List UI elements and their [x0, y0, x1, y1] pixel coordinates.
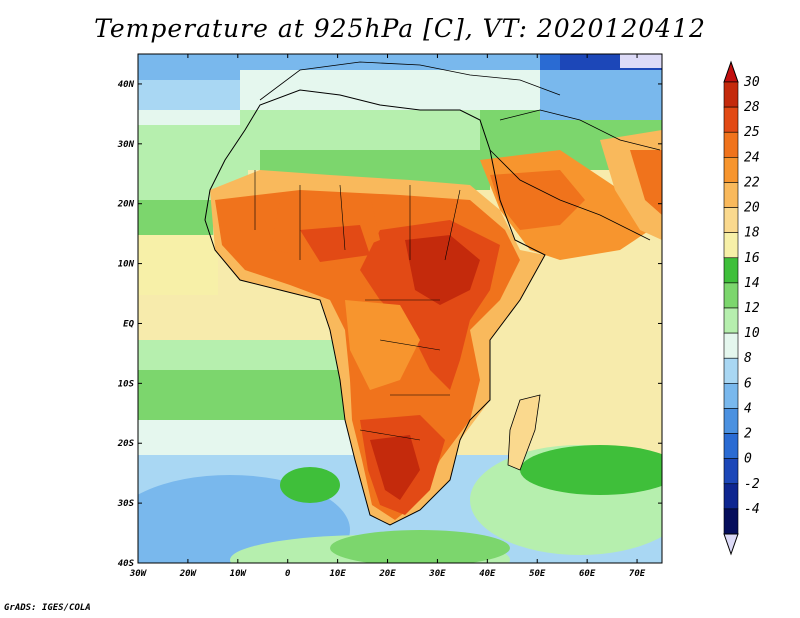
colorbar-swatch [723, 157, 739, 183]
lat-tick-label: 10N [118, 260, 135, 270]
colorbar-label: 20 [744, 201, 760, 216]
colorbar-swatch [723, 307, 739, 334]
colorbar-label: 0 [744, 452, 752, 467]
colorbar-label: 2 [744, 427, 752, 442]
map-frame [137, 53, 663, 564]
colorbar-swatch [723, 408, 739, 434]
lon-tick-label: 10E [329, 569, 346, 579]
colorbar-label: 8 [744, 351, 752, 366]
lon-tick-label: 50E [529, 569, 546, 579]
colorbar-label: -2 [744, 477, 760, 492]
latitude-axis: 40S 30S 20S 10S EQ 10N 20N 30N 40N [117, 80, 662, 569]
grads-credit: GrADS: IGES/COLA [4, 603, 91, 613]
colorbar-overflow-low [723, 533, 739, 556]
colorbar-label: 4 [744, 401, 752, 416]
colorbar-label: 10 [744, 326, 760, 341]
lat-tick-label: 40S [118, 559, 135, 569]
lat-tick-label: 40N [118, 80, 135, 90]
lat-tick-label: 20S [117, 439, 135, 449]
colorbar-label: 18 [744, 226, 760, 241]
colorbar-swatch [723, 357, 739, 384]
temperature-field [138, 54, 662, 563]
lon-tick-label: 10W [230, 569, 248, 579]
colorbar-swatch [723, 508, 739, 535]
colorbar-label: 25 [744, 125, 760, 140]
lon-tick-label: 30E [428, 569, 446, 579]
colorbar-swatch [723, 483, 739, 510]
lat-tick-label: 20N [117, 200, 135, 210]
colorbar-swatch [723, 131, 739, 158]
colorbar-label: 22 [744, 175, 760, 190]
lon-tick-label: 20E [378, 569, 396, 579]
colorbar-swatch [723, 433, 739, 459]
lon-tick-label: 0 [285, 569, 291, 579]
longitude-axis: 30W 20W 10W 0 10E 20E 30E 40E 50E 60E 70E [129, 54, 646, 579]
colorbar-label: 14 [744, 276, 760, 291]
lon-tick-label: 70E [629, 569, 646, 579]
lon-tick-label: 20W [179, 569, 198, 579]
lat-tick-label: EQ [123, 319, 134, 329]
lat-tick-label: 10S [118, 379, 135, 389]
colorbar-swatch [723, 232, 739, 259]
colorbar-label: 28 [744, 100, 760, 115]
map-title: Temperature at 925hPa [C], VT: 202012041… [94, 14, 706, 43]
colorbar-swatch [723, 207, 739, 233]
colorbar-label: 24 [744, 150, 760, 165]
colorbar-swatch [723, 282, 739, 309]
colorbar-label: -4 [744, 502, 760, 517]
colorbar-swatch [723, 458, 739, 485]
colorbar-swatch [723, 182, 739, 208]
colorbar-label: 12 [744, 301, 760, 316]
lon-tick-label: 40E [479, 569, 496, 579]
lat-tick-label: 30S [117, 499, 135, 509]
colorbar-overflow-high [723, 60, 739, 83]
colorbar-swatch [723, 257, 739, 284]
lon-tick-label: 60E [579, 569, 596, 579]
colorbar-swatch [723, 332, 739, 359]
colorbar-swatch [723, 383, 739, 409]
colorbar-label: 30 [743, 75, 760, 90]
colorbar-label: 6 [744, 376, 752, 391]
lat-tick-label: 30N [117, 140, 135, 150]
colorbar-label: 16 [744, 251, 760, 266]
colorbar-swatch [723, 106, 739, 133]
lon-tick-label: 30W [129, 569, 148, 579]
colorbar-swatch [723, 81, 739, 108]
